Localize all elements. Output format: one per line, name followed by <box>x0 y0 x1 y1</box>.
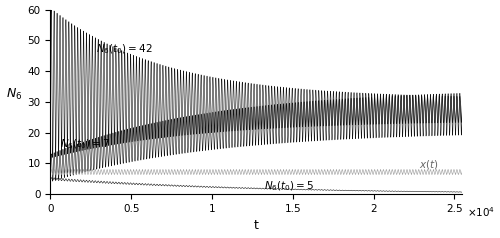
X-axis label: t: t <box>254 219 259 233</box>
Y-axis label: $N_6$: $N_6$ <box>6 87 22 102</box>
Text: $N_6(t_0) = 5$: $N_6(t_0) = 5$ <box>264 180 314 193</box>
Text: $N_6(t_0) = 7$: $N_6(t_0) = 7$ <box>60 138 110 151</box>
Text: $\times 10^4$: $\times 10^4$ <box>466 205 494 219</box>
Text: $x(t)$: $x(t)$ <box>419 158 438 171</box>
Text: $N_6(t_0) = 42$: $N_6(t_0) = 42$ <box>96 43 152 56</box>
